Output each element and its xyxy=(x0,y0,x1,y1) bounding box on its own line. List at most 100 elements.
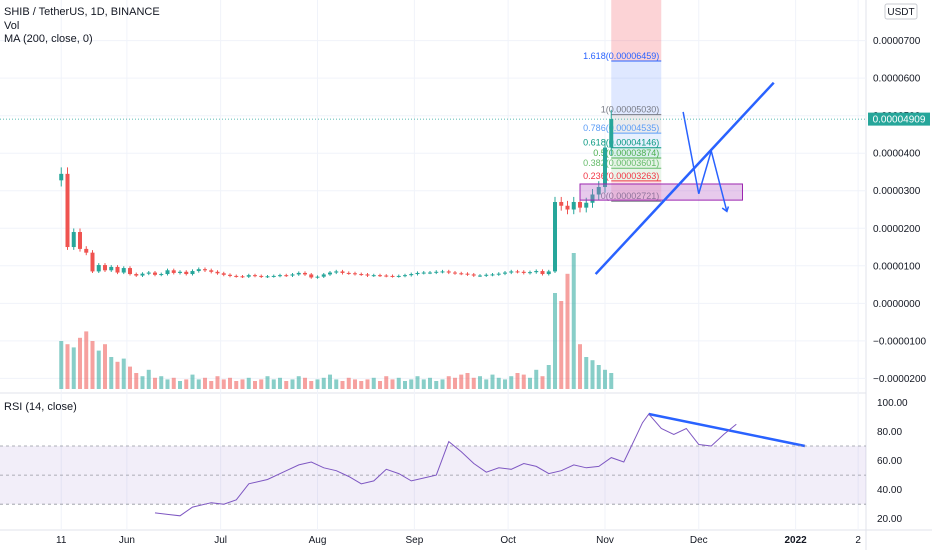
candle-body xyxy=(603,147,607,187)
candle-body xyxy=(446,271,451,273)
volume-bar xyxy=(378,381,382,389)
fib-level-label: 0.382(0.00003601) xyxy=(583,158,659,168)
volume-bar xyxy=(365,379,370,389)
candle-body xyxy=(134,274,139,276)
volume-bar xyxy=(259,379,264,389)
candle-body xyxy=(440,271,445,273)
candle-body xyxy=(96,265,101,272)
fib-level-label: 0(0.00002721) xyxy=(601,191,660,201)
volume-bar xyxy=(528,377,532,389)
candle-body xyxy=(315,276,320,278)
volume-bar xyxy=(559,301,564,389)
candle-body xyxy=(384,275,389,277)
volume-bar xyxy=(521,374,526,389)
current-price-label: 0.00004909 xyxy=(873,115,926,126)
rsi-pane[interactable] xyxy=(0,394,866,530)
projection-path xyxy=(682,111,728,212)
candle-body xyxy=(146,272,151,274)
candle-body xyxy=(403,275,407,277)
candle-body xyxy=(559,202,564,206)
volume-bar xyxy=(203,377,207,389)
volume-bar xyxy=(240,379,245,389)
currency-button[interactable] xyxy=(884,3,918,20)
trend-drawings[interactable] xyxy=(579,81,806,448)
volume-bar xyxy=(553,293,557,389)
volume-bar xyxy=(296,376,301,389)
volume-bar xyxy=(471,377,476,389)
candle-body xyxy=(71,232,76,248)
volume-bar xyxy=(440,379,445,389)
candle-body xyxy=(434,271,439,273)
fib-level-label: 0.618(0.00004146) xyxy=(583,138,659,148)
candle-body xyxy=(390,275,395,277)
candle-body xyxy=(234,275,239,277)
volume-bar xyxy=(478,376,482,389)
candle-body xyxy=(65,173,70,248)
volume-bar xyxy=(590,360,595,389)
volume-bar xyxy=(446,376,451,389)
volume-bar xyxy=(390,379,395,389)
candle-body xyxy=(428,272,432,274)
volume-bar xyxy=(321,377,326,389)
candle-body xyxy=(503,272,507,274)
candle-body xyxy=(496,273,501,275)
candle-body xyxy=(84,248,89,253)
price-tick-label: 0.0000100 xyxy=(873,261,921,272)
volume-bar xyxy=(284,381,289,389)
volume-bar xyxy=(134,373,139,389)
volume-bar xyxy=(565,273,570,389)
candle-body xyxy=(453,272,457,274)
volume-bar xyxy=(253,381,257,389)
volume-bar xyxy=(121,358,126,389)
candle-body xyxy=(121,268,126,273)
volume-bar xyxy=(190,374,195,389)
fib-zone xyxy=(611,60,662,115)
rsi-tick-label: 60.00 xyxy=(877,456,902,467)
volume-bar xyxy=(384,376,389,389)
candle-body xyxy=(459,273,464,275)
candle-body xyxy=(509,271,514,273)
rsi-axis[interactable]: 100.00 80.00 60.00 40.00 20.00 xyxy=(877,398,908,525)
time-tick-label: 2022 xyxy=(785,535,808,546)
volume-bar xyxy=(534,369,539,389)
volume-bar xyxy=(109,357,114,389)
candle-body xyxy=(365,274,370,276)
volume-bar xyxy=(246,377,251,389)
rsi-indicator xyxy=(0,413,866,517)
symbol-title: SHIB / TetherUS, 1D, BINANCE xyxy=(4,6,160,18)
candle-body xyxy=(371,275,376,277)
volume-bar xyxy=(90,341,95,389)
volume-bar xyxy=(153,377,157,389)
candle-body xyxy=(378,275,382,277)
price-pane[interactable] xyxy=(0,0,866,392)
volume-bar xyxy=(415,376,420,389)
candle-body xyxy=(59,173,64,181)
volume-bar xyxy=(540,376,545,389)
candle-body xyxy=(484,274,489,276)
volume-bar xyxy=(228,377,232,389)
candle-body xyxy=(290,274,295,276)
candle-body xyxy=(284,275,289,277)
time-axis[interactable]: 11 Jun Jul Aug Sep Oct Nov Dec 2022 2 xyxy=(56,535,861,546)
rsi-tick-label: 40.00 xyxy=(877,485,902,496)
candle-body xyxy=(478,275,482,277)
volume-bar xyxy=(184,379,189,389)
price-axis[interactable]: 0.00007000.00006000.00005000.00004000.00… xyxy=(873,36,927,385)
candle-body xyxy=(396,275,401,277)
candle-body xyxy=(546,271,551,275)
volume-bar xyxy=(171,377,176,389)
fib-level-label: 1(0.00005030) xyxy=(601,105,660,115)
fib-level-label: 0.5(0.00003874) xyxy=(593,148,659,158)
time-tick-label: Jun xyxy=(119,535,135,546)
candle-body xyxy=(465,273,470,275)
fib-retracement[interactable]: 1.618(0.00006459) 1(0.00005030) 0.786(0.00… xyxy=(583,0,662,202)
candle-body xyxy=(228,274,232,276)
candle-body xyxy=(346,272,351,274)
candle-body xyxy=(140,273,145,276)
volume-bar xyxy=(546,365,551,389)
candle-body xyxy=(321,274,326,277)
volume-bar xyxy=(396,377,401,389)
time-tick-label: Aug xyxy=(309,535,327,546)
volume-bar xyxy=(465,373,470,389)
